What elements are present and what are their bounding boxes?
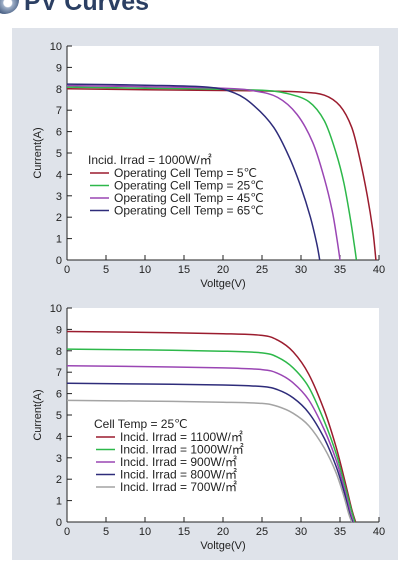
y-tick-label: 0 — [56, 517, 62, 529]
pv-logo-icon — [0, 0, 19, 14]
page-header: PV Curves — [0, 0, 408, 18]
x-tick-label: 10 — [139, 264, 151, 276]
y-tick-label: 6 — [56, 389, 62, 401]
y-tick-label: 10 — [50, 303, 62, 315]
x-tick-label: 30 — [295, 264, 307, 276]
x-axis-title: Voltge(V) — [200, 278, 245, 290]
y-tick-label: 3 — [56, 191, 62, 203]
y-tick-label: 10 — [50, 41, 62, 53]
x-axis-title: Voltge(V) — [200, 540, 245, 552]
legend-title: Cell Temp = 25℃ — [94, 417, 188, 431]
series-line — [66, 399, 353, 523]
y-tick-label: 8 — [56, 84, 62, 96]
plot-area — [67, 308, 379, 522]
legend-title: Incid. Irrad = 1000W/㎡ — [88, 153, 212, 167]
series-line — [66, 365, 355, 523]
series-line — [66, 83, 321, 261]
legend-label: Incid. Irrad = 700W/㎡ — [120, 480, 237, 494]
y-tick-label: 4 — [56, 169, 62, 181]
y-tick-label: 6 — [56, 127, 62, 139]
x-tick-label: 25 — [256, 526, 268, 538]
y-tick-label: 7 — [56, 367, 62, 379]
y-tick-label: 4 — [56, 431, 62, 443]
y-tick-label: 7 — [56, 105, 62, 117]
x-tick-label: 10 — [139, 526, 151, 538]
x-tick-label: 35 — [334, 526, 346, 538]
x-tick-label: 40 — [373, 264, 385, 276]
x-tick-label: 0 — [64, 264, 70, 276]
x-tick-label: 5 — [103, 526, 109, 538]
y-axis-title: Current(A) — [32, 389, 44, 440]
legend-label: Operating Cell Temp = 5℃ — [114, 166, 257, 180]
legend-label: Incid. Irrad = 1000W/㎡ — [120, 443, 244, 457]
series-line — [66, 84, 341, 261]
y-tick-label: 2 — [56, 212, 62, 224]
series-line — [66, 348, 356, 523]
legend-label: Incid. Irrad = 800W/㎡ — [120, 468, 237, 482]
series-line — [66, 86, 358, 261]
x-tick-label: 35 — [334, 264, 346, 276]
series-line — [66, 330, 357, 523]
page-title: PV Curves — [24, 0, 150, 16]
y-tick-label: 9 — [56, 62, 62, 74]
y-tick-label: 1 — [56, 496, 62, 508]
x-tick-label: 20 — [217, 526, 229, 538]
x-tick-label: 30 — [295, 526, 307, 538]
x-tick-label: 0 — [64, 526, 70, 538]
x-tick-label: 15 — [178, 264, 190, 276]
legend-label: Operating Cell Temp = 25℃ — [114, 179, 264, 193]
y-tick-label: 1 — [56, 234, 62, 246]
y-tick-label: 9 — [56, 324, 62, 336]
y-tick-label: 3 — [56, 453, 62, 465]
legend-label: Operating Cell Temp = 65℃ — [114, 204, 264, 218]
series-line — [66, 88, 377, 261]
legend-label: Incid. Irrad = 1100W/㎡ — [120, 430, 243, 444]
y-tick-label: 2 — [56, 474, 62, 486]
x-tick-label: 5 — [103, 264, 109, 276]
legend-label: Incid. Irrad = 900W/㎡ — [120, 455, 237, 469]
x-tick-label: 25 — [256, 264, 268, 276]
x-tick-label: 40 — [373, 526, 385, 538]
x-tick-label: 15 — [178, 526, 190, 538]
y-tick-label: 5 — [56, 148, 62, 160]
y-tick-label: 8 — [56, 346, 62, 358]
series-line — [66, 382, 354, 523]
y-tick-label: 0 — [56, 255, 62, 267]
legend-label: Operating Cell Temp = 45℃ — [114, 191, 264, 205]
y-axis-title: Current(A) — [32, 127, 44, 178]
y-tick-label: 5 — [56, 410, 62, 422]
x-tick-label: 20 — [217, 264, 229, 276]
plot-area — [67, 46, 379, 260]
